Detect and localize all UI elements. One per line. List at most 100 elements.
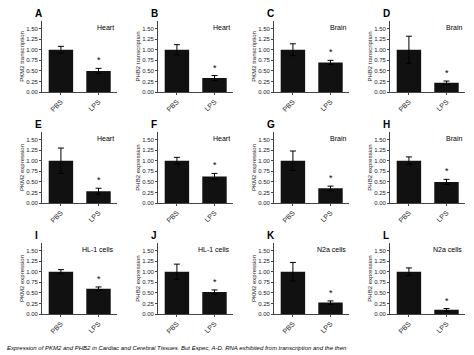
svg-text:Brain: Brain — [330, 24, 346, 31]
svg-text:1.25: 1.25 — [374, 36, 386, 42]
svg-text:0.50: 0.50 — [26, 68, 38, 74]
svg-text:1.25: 1.25 — [26, 36, 38, 42]
svg-text:1.25: 1.25 — [374, 147, 386, 153]
svg-text:PHB2 expression: PHB2 expression — [367, 255, 373, 301]
svg-text:1.25: 1.25 — [258, 147, 270, 153]
svg-text:0.75: 0.75 — [142, 168, 154, 174]
svg-text:1.00: 1.00 — [374, 269, 386, 275]
svg-text:C: C — [267, 8, 274, 19]
svg-text:PBS: PBS — [397, 209, 412, 224]
svg-text:Brain: Brain — [446, 24, 462, 31]
svg-text:*: * — [97, 175, 101, 185]
svg-text:0.50: 0.50 — [258, 179, 270, 185]
svg-text:1.25: 1.25 — [142, 258, 154, 264]
svg-text:0.50: 0.50 — [142, 290, 154, 296]
svg-text:1.50: 1.50 — [142, 26, 154, 32]
svg-text:*: * — [445, 296, 449, 306]
svg-text:PHB2 expression: PHB2 expression — [135, 144, 141, 190]
svg-text:0.75: 0.75 — [374, 57, 386, 63]
svg-text:*: * — [213, 160, 217, 170]
svg-text:*: * — [213, 277, 217, 287]
svg-text:PBS: PBS — [397, 98, 412, 113]
svg-text:PKM2 expression: PKM2 expression — [19, 255, 25, 302]
svg-text:0.25: 0.25 — [142, 190, 154, 196]
svg-text:PKM2 expression: PKM2 expression — [19, 144, 25, 191]
svg-text:0.00: 0.00 — [142, 200, 154, 206]
svg-text:Heart: Heart — [213, 135, 230, 142]
svg-text:0.00: 0.00 — [26, 89, 38, 95]
svg-text:0.50: 0.50 — [26, 290, 38, 296]
svg-text:1.50: 1.50 — [258, 137, 270, 143]
svg-text:0.50: 0.50 — [142, 179, 154, 185]
svg-text:PHB2 transcription: PHB2 transcription — [135, 31, 141, 81]
svg-text:0.25: 0.25 — [374, 301, 386, 307]
svg-text:Brain: Brain — [330, 135, 346, 142]
svg-text:PBS: PBS — [165, 98, 180, 113]
svg-text:LPS: LPS — [319, 209, 334, 224]
svg-text:0.25: 0.25 — [258, 79, 270, 85]
svg-text:0.25: 0.25 — [26, 301, 38, 307]
svg-text:PBS: PBS — [281, 98, 296, 113]
svg-text:1.25: 1.25 — [374, 258, 386, 264]
svg-text:PBS: PBS — [49, 209, 64, 224]
svg-text:0.25: 0.25 — [258, 301, 270, 307]
svg-text:1.25: 1.25 — [26, 147, 38, 153]
svg-text:0.75: 0.75 — [374, 168, 386, 174]
svg-text:0.25: 0.25 — [374, 190, 386, 196]
svg-text:0.25: 0.25 — [142, 79, 154, 85]
svg-text:LPS: LPS — [319, 320, 334, 335]
svg-text:N2a cells: N2a cells — [433, 246, 462, 253]
svg-text:LPS: LPS — [435, 98, 450, 113]
svg-text:0.75: 0.75 — [258, 168, 270, 174]
svg-text:LPS: LPS — [435, 320, 450, 335]
svg-text:0.50: 0.50 — [258, 68, 270, 74]
svg-text:0.25: 0.25 — [374, 79, 386, 85]
svg-text:PBS: PBS — [397, 320, 412, 335]
svg-text:0.75: 0.75 — [26, 57, 38, 63]
svg-text:1.50: 1.50 — [142, 248, 154, 254]
svg-text:LPS: LPS — [203, 98, 218, 113]
svg-text:0.00: 0.00 — [258, 311, 270, 317]
svg-text:0.75: 0.75 — [142, 57, 154, 63]
svg-text:*: * — [329, 173, 333, 183]
svg-text:1.50: 1.50 — [374, 248, 386, 254]
svg-text:*: * — [445, 68, 449, 78]
svg-text:0.50: 0.50 — [374, 290, 386, 296]
svg-text:PBS: PBS — [49, 98, 64, 113]
svg-text:PHB2 expression: PHB2 expression — [135, 255, 141, 301]
svg-text:0.75: 0.75 — [374, 279, 386, 285]
svg-text:LPS: LPS — [203, 209, 218, 224]
svg-text:1.00: 1.00 — [26, 47, 38, 53]
svg-text:I: I — [35, 230, 38, 241]
svg-text:PKM2 expression: PKM2 expression — [251, 144, 257, 191]
svg-text:*: * — [97, 274, 101, 284]
svg-text:PKM2 transcription: PKM2 transcription — [19, 31, 25, 82]
svg-text:HL-1 cells: HL-1 cells — [198, 246, 230, 253]
svg-text:PBS: PBS — [49, 320, 64, 335]
svg-text:Brain: Brain — [446, 135, 462, 142]
svg-text:0.00: 0.00 — [26, 200, 38, 206]
svg-text:1.50: 1.50 — [258, 26, 270, 32]
svg-text:0.25: 0.25 — [26, 79, 38, 85]
svg-text:PKM2 expression: PKM2 expression — [251, 255, 257, 302]
svg-text:LPS: LPS — [435, 209, 450, 224]
svg-text:1.00: 1.00 — [26, 158, 38, 164]
svg-text:1.00: 1.00 — [374, 158, 386, 164]
svg-text:0.50: 0.50 — [26, 179, 38, 185]
svg-text:1.50: 1.50 — [26, 26, 38, 32]
svg-text:0.75: 0.75 — [26, 279, 38, 285]
svg-text:1.00: 1.00 — [374, 47, 386, 53]
svg-text:LPS: LPS — [319, 98, 334, 113]
svg-text:0.25: 0.25 — [258, 190, 270, 196]
svg-text:0.50: 0.50 — [142, 68, 154, 74]
svg-text:1.25: 1.25 — [26, 258, 38, 264]
svg-text:Expression of PKM2 and PHB2 in: Expression of PKM2 and PHB2 in Cardiac a… — [7, 345, 347, 351]
svg-text:*: * — [445, 166, 449, 176]
svg-text:L: L — [383, 230, 389, 241]
svg-text:1.25: 1.25 — [142, 36, 154, 42]
svg-text:0.50: 0.50 — [374, 68, 386, 74]
svg-text:0.00: 0.00 — [258, 200, 270, 206]
svg-text:K: K — [267, 230, 275, 241]
svg-text:0.00: 0.00 — [142, 89, 154, 95]
svg-text:D: D — [383, 8, 390, 19]
